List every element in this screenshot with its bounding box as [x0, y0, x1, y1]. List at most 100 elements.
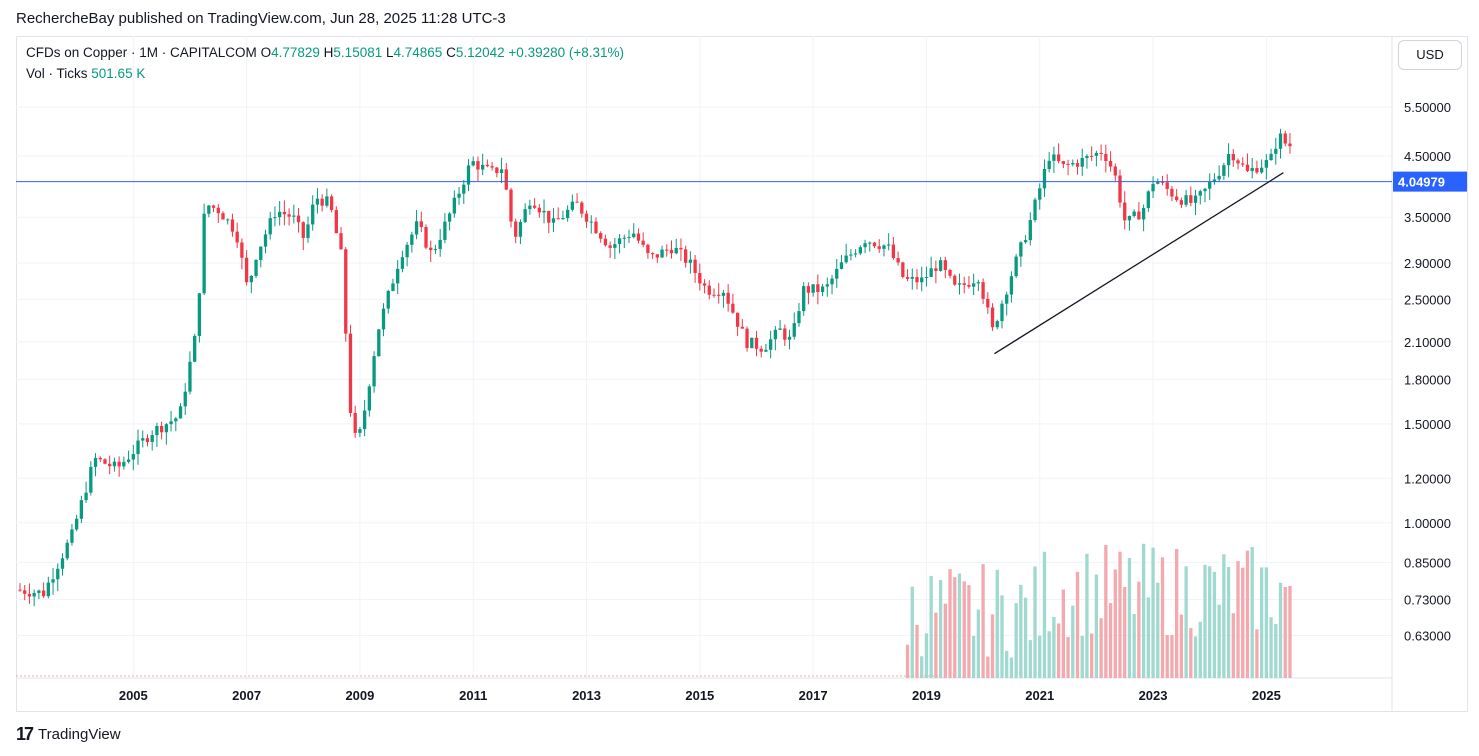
candle-body — [117, 461, 121, 467]
candle-body — [443, 221, 447, 240]
candle-body — [887, 244, 891, 246]
candle-body — [499, 169, 504, 174]
candle-body — [844, 255, 848, 263]
y-tick-label: 0.73000 — [1404, 593, 1451, 608]
candle-body — [802, 286, 806, 312]
volume-bar — [995, 569, 999, 678]
volume-bar — [1005, 650, 1009, 678]
candle-body — [924, 276, 929, 278]
candle-body — [967, 284, 971, 287]
candle-body — [70, 529, 74, 543]
candle-body — [702, 283, 707, 286]
candle-body — [650, 253, 655, 255]
candle-body — [839, 262, 844, 269]
volume-bar — [1132, 614, 1136, 678]
candle-body — [1231, 154, 1235, 161]
candle-body — [268, 218, 272, 235]
volume-bar — [1071, 605, 1075, 678]
candle-body — [296, 215, 301, 223]
candle-body — [768, 339, 773, 350]
candle-body — [905, 276, 910, 279]
volume-bar — [1179, 614, 1184, 678]
candle-body — [230, 219, 235, 232]
candle-body — [750, 337, 754, 349]
candle-body — [669, 249, 674, 254]
candle-body — [537, 207, 541, 213]
candle-body — [1146, 191, 1150, 209]
volume-label[interactable]: Vol · Ticks — [26, 66, 88, 81]
candle-body — [679, 247, 683, 250]
published-line: RechercheBay published on TradingView.co… — [16, 10, 506, 27]
candle-body — [981, 282, 985, 299]
candle-body — [414, 221, 419, 235]
candle-body — [216, 207, 220, 214]
candle-body — [858, 247, 862, 254]
candle-body — [1175, 196, 1179, 201]
volume-bar — [1241, 567, 1245, 678]
candle-body — [1104, 153, 1108, 162]
candle-body — [1038, 188, 1042, 200]
candle-body — [23, 590, 27, 594]
current-price-label: 4.04979 — [1398, 175, 1445, 190]
symbol-label[interactable]: CFDs on Copper · 1M · CAPITALCOM — [26, 45, 257, 60]
volume-bar — [1283, 586, 1287, 678]
volume-bar — [1099, 618, 1103, 678]
volume-value: 501.65 K — [91, 66, 146, 81]
brand-name: TradingView — [38, 726, 121, 743]
volume-bar — [1047, 631, 1051, 678]
volume-bar — [1094, 574, 1099, 678]
candle-body — [962, 283, 966, 285]
volume-bar — [915, 624, 919, 678]
candle-body — [1019, 242, 1023, 257]
volume-bar — [967, 585, 971, 678]
candle-body — [726, 292, 730, 304]
open-value: 4.77829 — [271, 45, 320, 60]
candle-body — [1085, 155, 1089, 158]
candle-body — [1278, 133, 1283, 149]
candle-body — [1023, 240, 1028, 243]
close-label: C — [446, 45, 456, 60]
candle-body — [112, 461, 117, 467]
candle-body — [1288, 143, 1292, 147]
y-tick-label: 3.50000 — [1404, 210, 1451, 225]
ohlc-legend: CFDs on Copper · 1M · CAPITALCOM O4.7782… — [26, 45, 624, 60]
candle-body — [1212, 179, 1217, 183]
candle-body — [528, 205, 532, 210]
candle-body — [1123, 202, 1127, 221]
volume-bar — [1141, 543, 1146, 678]
candle-body — [825, 284, 829, 287]
candle-body — [292, 215, 296, 217]
volume-bar — [1038, 635, 1042, 678]
high-value: 5.15081 — [333, 45, 383, 60]
candle-body — [254, 259, 258, 276]
candle-body — [603, 238, 608, 246]
candle-body — [98, 457, 102, 460]
candle-body — [1203, 188, 1207, 192]
candle-body — [1099, 152, 1103, 154]
candle-body — [1000, 303, 1004, 322]
candle-body — [386, 290, 390, 309]
candle-body — [561, 218, 565, 220]
candle-body — [929, 268, 933, 277]
high-label: H — [323, 45, 334, 60]
candle-body — [495, 167, 499, 174]
volume-bar — [1052, 616, 1056, 678]
x-tick-label: 2007 — [232, 688, 261, 703]
volume-bar — [1000, 595, 1004, 678]
candle-body — [882, 245, 886, 249]
candle-body — [240, 242, 244, 258]
x-tick-label: 2025 — [1252, 688, 1281, 703]
y-tick-label: 2.50000 — [1404, 292, 1451, 307]
candle-body — [1198, 191, 1202, 196]
volume-bar — [1113, 569, 1117, 678]
currency-button[interactable]: USD — [1398, 40, 1462, 70]
candle-body — [811, 284, 815, 293]
volume-bar — [957, 573, 962, 678]
candle-body — [589, 221, 593, 223]
volume-bar — [938, 580, 943, 678]
volume-bar — [924, 633, 929, 678]
candle-body — [712, 294, 716, 296]
candle-body — [655, 254, 659, 258]
candle-body — [1042, 168, 1047, 189]
